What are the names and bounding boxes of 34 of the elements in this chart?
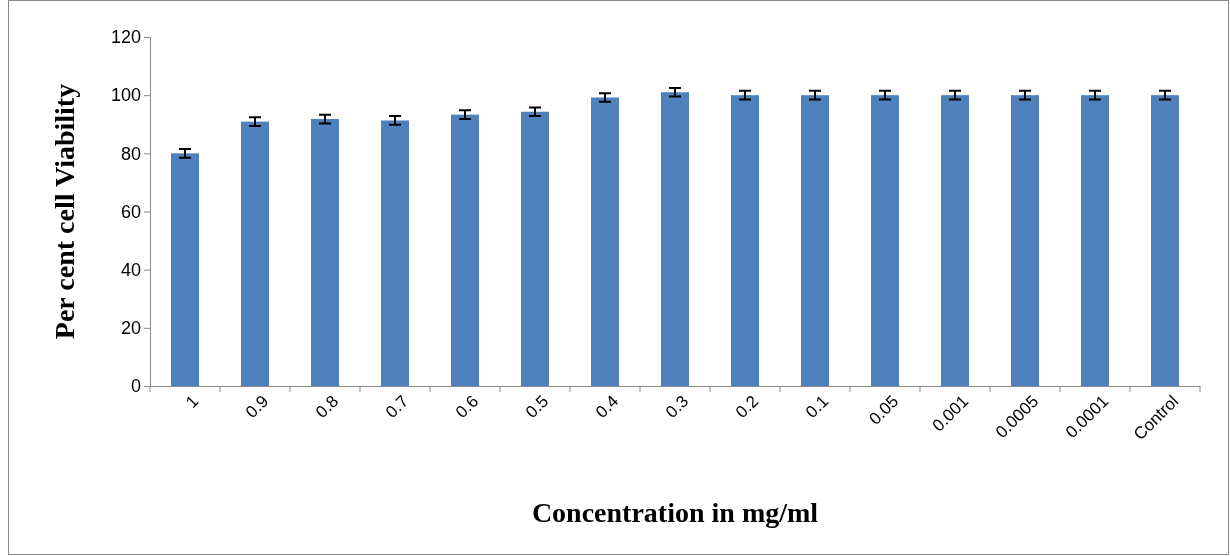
x-tick-label: 0.3 [662, 391, 693, 422]
x-tick-label: 0.2 [732, 391, 763, 422]
bar [591, 97, 619, 386]
x-tick-label: 0.6 [452, 391, 483, 422]
x-tick-label: 0.7 [382, 391, 413, 422]
bar [241, 121, 269, 386]
y-axis-title: Per cent cell Viability [49, 83, 80, 340]
y-tick-label: 60 [120, 201, 141, 222]
y-tick-label: 80 [120, 143, 141, 164]
y-tick-label: 20 [120, 318, 141, 339]
x-axis-title: Concentration in mg/ml [531, 497, 819, 528]
bar [871, 95, 899, 386]
bar [661, 92, 689, 386]
bar [521, 111, 549, 386]
y-tick-label: 100 [110, 85, 141, 106]
bar [451, 114, 479, 386]
bar [1011, 95, 1039, 386]
bar [801, 95, 829, 386]
bar [941, 95, 969, 386]
x-tick-label: 0.5 [522, 391, 553, 422]
bar [311, 119, 339, 386]
bar [1151, 95, 1179, 386]
y-tick-label: 40 [120, 259, 141, 280]
x-tick-label: 1 [182, 391, 203, 412]
bar [731, 95, 759, 386]
y-tick-label: 0 [130, 376, 141, 397]
bar [381, 120, 409, 386]
x-tick-label: 0.9 [242, 391, 273, 422]
x-tick-label: 0.8 [312, 391, 343, 422]
bar [171, 153, 199, 386]
bar [1081, 95, 1109, 386]
x-tick-label: 0.1 [802, 391, 833, 422]
y-tick-label: 120 [110, 27, 141, 48]
x-tick-label: 0.4 [592, 391, 623, 422]
